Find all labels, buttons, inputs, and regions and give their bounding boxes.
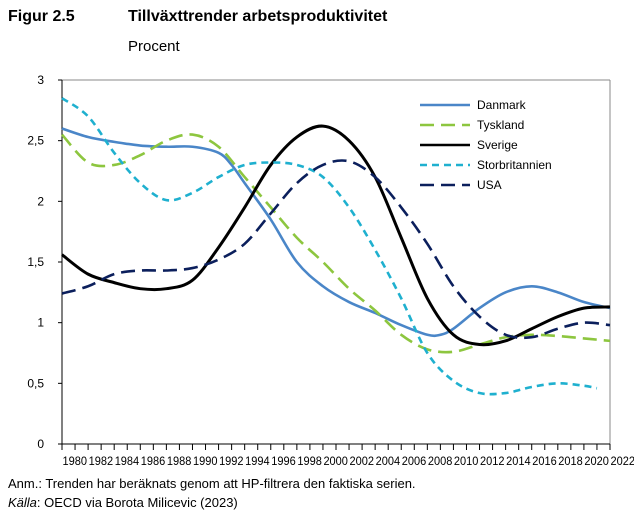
x-tick-label: 2006 [402, 454, 427, 468]
chart-source: Källa: OECD via Borota Milicevic (2023) [8, 495, 238, 510]
x-tick-label: 2010 [454, 454, 479, 468]
x-tick-label: 2004 [376, 454, 401, 468]
y-tick-label: 2 [37, 194, 44, 208]
legend-label: Tyskland [477, 118, 524, 132]
source-text: : OECD via Borota Milicevic (2023) [36, 495, 238, 510]
x-tick-label: 2020 [584, 454, 609, 468]
y-tick-label: 0,5 [27, 376, 44, 390]
x-tick-label: 2000 [323, 454, 348, 468]
y-tick-label: 3 [37, 73, 44, 87]
x-tick-label: 2016 [532, 454, 557, 468]
legend-label: USA [477, 178, 502, 192]
y-tick-label: 1 [37, 316, 44, 330]
series-line-danmark [61, 127, 611, 338]
x-tick-label: 1986 [141, 454, 166, 468]
x-tick-label: 1988 [167, 454, 192, 468]
x-tick-label: 1984 [115, 454, 140, 468]
y-tick-label: 1,5 [27, 255, 44, 269]
unit-label: Procent [128, 38, 180, 55]
x-tick-label: 2018 [558, 454, 583, 468]
legend-label: Sverige [477, 138, 518, 152]
series-line-sverige [61, 124, 611, 347]
figure-number: Figur 2.5 [8, 8, 75, 25]
y-tick-label: 2,5 [27, 134, 44, 148]
x-tick-label: 1982 [89, 454, 114, 468]
x-tick-label: 2002 [350, 454, 375, 468]
series-line-storbritannien [61, 97, 598, 396]
x-tick-label: 2008 [428, 454, 453, 468]
x-tick-label: 2022 [611, 454, 634, 468]
x-tick-label: 2014 [506, 454, 531, 468]
chart-title: Tillväxttrender arbetsproduktivitet [128, 8, 388, 25]
source-label: Källa [8, 495, 37, 510]
x-tick-label: 1990 [193, 454, 218, 468]
series-line-tyskland [61, 133, 611, 354]
x-tick-label: 1998 [297, 454, 322, 468]
legend-label: Danmark [477, 98, 527, 112]
x-tick-label: 1980 [63, 454, 88, 468]
x-tick-label: 1996 [271, 454, 296, 468]
x-tick-label: 2012 [480, 454, 505, 468]
legend-label: Storbritannien [477, 158, 552, 172]
x-tick-label: 1994 [245, 454, 270, 468]
chart-note: Anm.: Trenden har beräknats genom att HP… [8, 476, 416, 491]
series-line-usa [61, 159, 611, 340]
x-tick-label: 1992 [219, 454, 244, 468]
y-tick-label: 0 [37, 437, 44, 451]
